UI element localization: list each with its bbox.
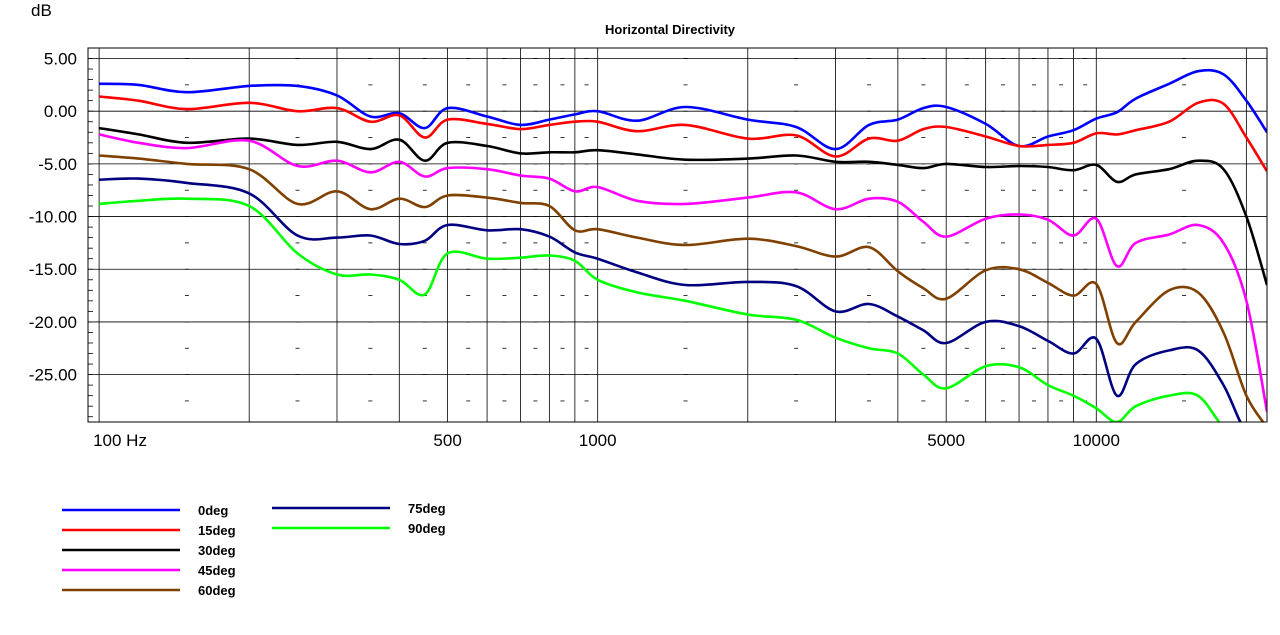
x-tick-label: 10000 [1073, 431, 1120, 450]
series-line-90deg [99, 197, 1221, 422]
y-tick-label: -20.00 [29, 313, 77, 332]
y-tick-label: 0.00 [44, 102, 77, 121]
x-tick-label: 100 Hz [93, 431, 147, 450]
legend: 0deg 15deg 30deg 45deg 60deg 75deg 90deg [62, 501, 446, 598]
legend-label-60deg: 60deg [198, 583, 236, 598]
legend-label-30deg: 30deg [198, 543, 236, 558]
chart-title: Horizontal Directivity [605, 22, 736, 37]
y-tick-label: 5.00 [44, 50, 77, 69]
series-line-15deg [98, 95, 1267, 172]
series-line-60deg [99, 154, 1265, 422]
grid [88, 48, 1267, 422]
series-line-45deg [98, 133, 1267, 412]
legend-label-90deg: 90deg [408, 521, 446, 536]
legend-label-0deg: 0deg [198, 503, 228, 518]
legend-label-45deg: 45deg [198, 563, 236, 578]
legend-label-75deg: 75deg [408, 501, 446, 516]
legend-label-15deg: 15deg [198, 523, 236, 538]
x-axis-ticks: 100 Hz 500 1000 5000 10000 [93, 431, 1120, 450]
series-layer [98, 68, 1267, 422]
series-line-75deg [99, 177, 1242, 422]
y-tick-label: -15.00 [29, 260, 77, 279]
series-line-30deg [98, 126, 1267, 286]
x-tick-label: 1000 [579, 431, 617, 450]
x-tick-label: 500 [433, 431, 461, 450]
plot-frame [87, 47, 1268, 423]
y-axis-unit: dB [31, 1, 52, 20]
y-tick-label: -10.00 [29, 208, 77, 227]
x-tick-label: 5000 [927, 431, 965, 450]
y-axis-ticks: 5.00 0.00 -5.00 -10.00 -15.00 -20.00 -25.00 [29, 50, 77, 385]
series-line-0deg [99, 68, 1267, 151]
y-tick-label: -25.00 [29, 366, 77, 385]
y-tick-label: -5.00 [38, 155, 77, 174]
